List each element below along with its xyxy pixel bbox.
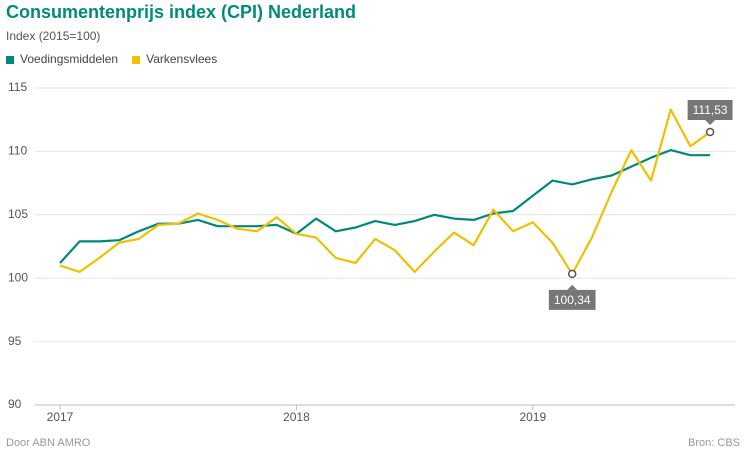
series-line bbox=[59, 149, 711, 264]
credit: Door ABN AMRO bbox=[6, 437, 91, 449]
label-box bbox=[548, 289, 596, 310]
label-pointer bbox=[705, 119, 716, 125]
legend-swatch bbox=[6, 56, 14, 64]
data-label: 100,34 bbox=[554, 293, 591, 307]
legend-swatch bbox=[132, 56, 141, 64]
y-tick-label: 95 bbox=[8, 334, 22, 348]
label-box bbox=[687, 99, 733, 120]
chart-title: Consumentenprijs index (CPI) Nederland bbox=[6, 2, 356, 22]
x-tick-label: 2019 bbox=[519, 410, 546, 424]
data-label: 111,53 bbox=[693, 103, 728, 117]
x-tick-label: 2017 bbox=[47, 410, 74, 424]
point-marker bbox=[705, 127, 715, 137]
y-tick-label: 105 bbox=[8, 207, 28, 221]
series-line bbox=[59, 108, 711, 275]
point-marker bbox=[567, 269, 577, 279]
source: Bron: CBS bbox=[688, 437, 740, 449]
y-tick-label: 110 bbox=[8, 144, 27, 158]
legend-label: Voedingsmiddelen bbox=[20, 52, 118, 66]
chart-subtitle: Index (2015=100) bbox=[6, 29, 100, 43]
y-tick-label: 90 bbox=[8, 397, 22, 411]
legend-label: Varkensvlees bbox=[146, 52, 217, 66]
y-tick-label: 115 bbox=[8, 80, 27, 94]
label-pointer bbox=[567, 284, 578, 290]
x-tick-label: 2018 bbox=[283, 410, 310, 424]
y-tick-label: 100 bbox=[8, 270, 28, 284]
